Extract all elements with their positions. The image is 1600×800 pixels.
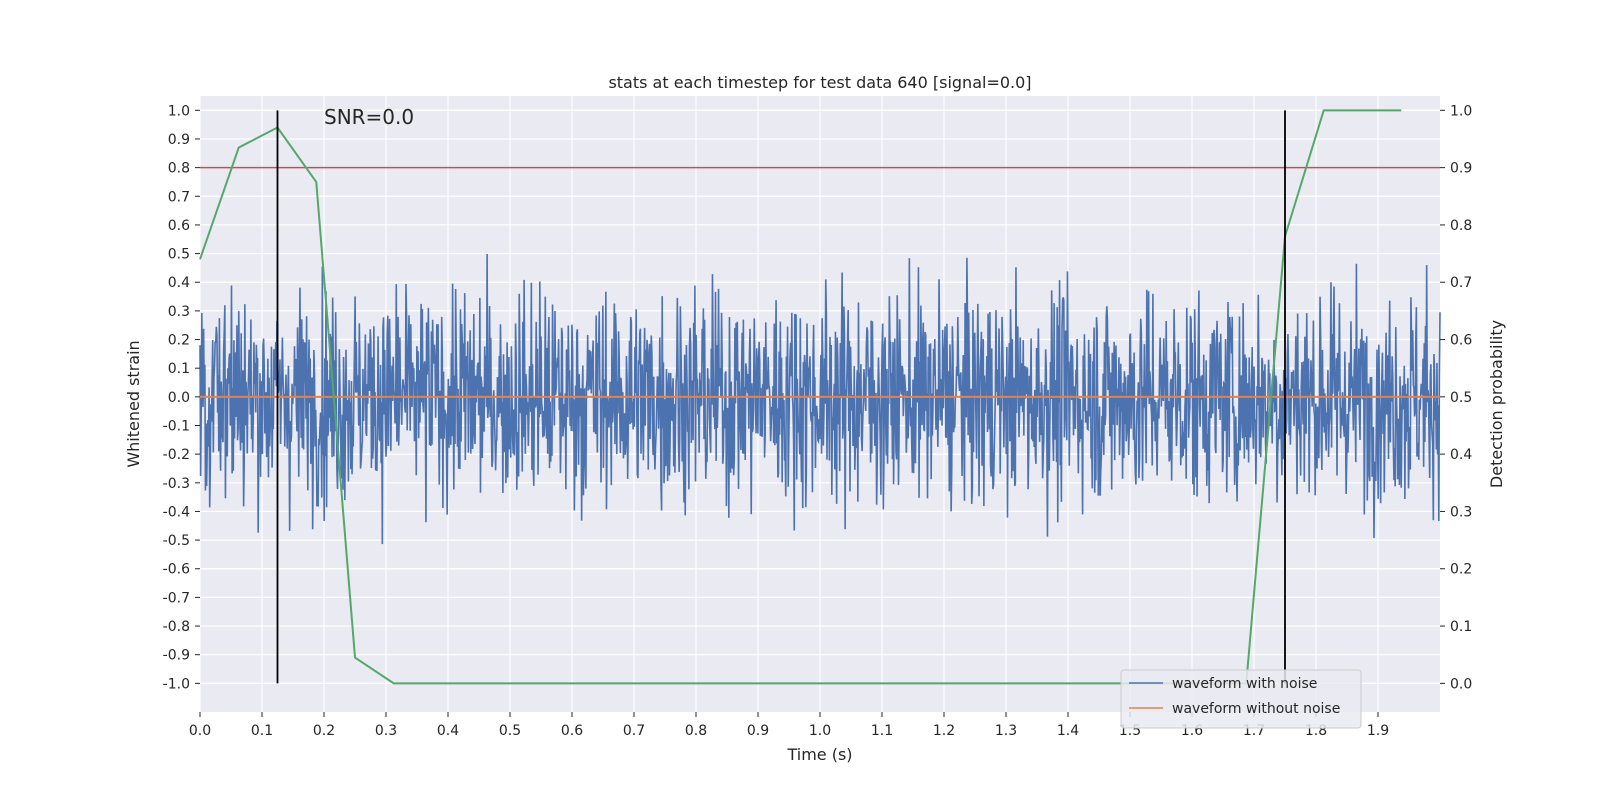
x-tick-label: 0.1 (251, 723, 273, 739)
y-tick-label-right: 0.3 (1450, 504, 1472, 520)
y-tick-label-left: 1.0 (168, 103, 190, 119)
x-tick-label: 0.0 (189, 723, 211, 739)
x-tick-label: 0.3 (375, 723, 397, 739)
y-tick-label-left: -0.6 (163, 562, 190, 578)
y-tick-label-right: 0.0 (1450, 676, 1472, 692)
y-tick-label-left: -0.4 (163, 504, 190, 520)
x-tick-label: 0.7 (623, 723, 645, 739)
x-tick-label: 0.9 (747, 723, 769, 739)
x-tick-label: 1.3 (995, 723, 1017, 739)
x-tick-label: 0.2 (313, 723, 335, 739)
plot-content (199, 109, 1441, 685)
snr-annotation: SNR=0.0 (324, 105, 414, 129)
y-axis-label-left: Whitened strain (124, 340, 143, 467)
legend: waveform with noise waveform without noi… (1120, 669, 1362, 729)
y-tick-label-left: -0.9 (163, 648, 190, 664)
y-tick-label-left: 0.1 (168, 361, 190, 377)
y-tick-label-right: 0.8 (1450, 218, 1472, 234)
x-tick-label: 1.9 (1367, 723, 1389, 739)
chart-title: stats at each timestep for test data 640… (608, 73, 1031, 92)
y-tick-label-left: 0.7 (168, 189, 190, 205)
y-tick-label-left: -0.1 (163, 418, 190, 434)
y-tick-label-right: 0.2 (1450, 562, 1472, 578)
y-tick-label-right: 0.1 (1450, 619, 1472, 635)
y-tick-label-left: 0.9 (168, 132, 190, 148)
x-tick-label: 1.0 (809, 723, 831, 739)
x-tick-label: 1.2 (933, 723, 955, 739)
y-tick-label-left: -0.2 (163, 447, 190, 463)
y-tick-label-right: 0.7 (1450, 275, 1472, 291)
legend-label-clean: waveform without noise (1172, 701, 1340, 717)
y-tick-label-left: -0.7 (163, 590, 190, 606)
y-tick-label-right: 1.0 (1450, 103, 1472, 119)
x-tick-label: 1.4 (1057, 723, 1079, 739)
y-tick-label-left: 0.6 (168, 218, 190, 234)
y-tick-label-right: 0.4 (1450, 447, 1472, 463)
y-tick-label-left: 0.8 (168, 161, 190, 177)
x-tick-label: 0.5 (499, 723, 521, 739)
x-tick-label: 1.1 (871, 723, 893, 739)
y-tick-label-left: -1.0 (163, 676, 190, 692)
legend-box (1120, 669, 1362, 729)
y-tick-label-left: -0.5 (163, 533, 190, 549)
x-tick-label: 0.8 (685, 723, 707, 739)
x-tick-label: 0.4 (437, 723, 459, 739)
series-waveform-with-noise (199, 254, 1441, 545)
y-tick-label-left: 0.3 (168, 304, 190, 320)
x-tick-label: 0.6 (561, 723, 583, 739)
y-axis-label-right: Detection probability (1487, 320, 1506, 488)
axes: 0.0 0.1 0.2 0.3 0.4 0.5 0.6 0.7 0.8 0.9 1.0 1.1 1.2 1… (163, 103, 1473, 739)
y-tick-label-left: -0.8 (163, 619, 190, 635)
y-tick-label-right: 0.6 (1450, 333, 1472, 349)
y-tick-label-left: 0.0 (168, 390, 190, 406)
y-tick-label-left: -0.3 (163, 476, 190, 492)
y-tick-label-right: 0.9 (1450, 161, 1472, 177)
y-tick-label-left: 0.5 (168, 247, 190, 263)
x-axis-label: Time (s) (786, 745, 852, 764)
y-tick-label-left: 0.2 (168, 333, 190, 349)
y-tick-label-right: 0.5 (1450, 390, 1472, 406)
legend-label-noise: waveform with noise (1172, 676, 1317, 692)
y-tick-label-left: 0.4 (168, 275, 190, 291)
